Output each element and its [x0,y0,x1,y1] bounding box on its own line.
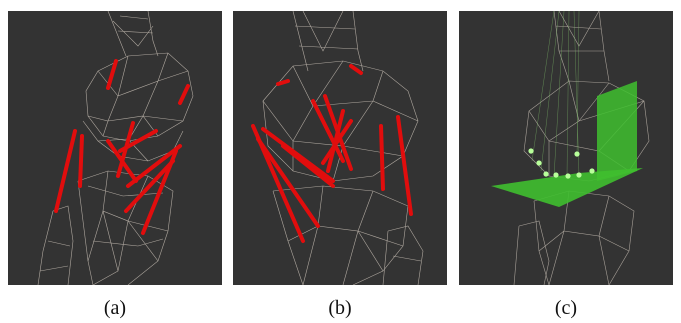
ligaments-b [251,64,413,243]
caption-c: (c) [554,297,578,319]
panel-a-image [8,11,222,285]
knee-wireframe-c [491,11,650,285]
horizontal-plane [491,168,643,207]
panel-b-image [233,11,447,285]
knee-wireframe-b [251,11,424,285]
knee-wireframe-a [37,11,194,285]
caption-b: (b) [328,297,352,319]
ligaments-a [54,59,190,235]
caption-a: (a) [103,297,127,319]
marker-points [528,148,595,179]
panel-c-image [459,11,673,285]
vertical-plane [597,81,637,181]
